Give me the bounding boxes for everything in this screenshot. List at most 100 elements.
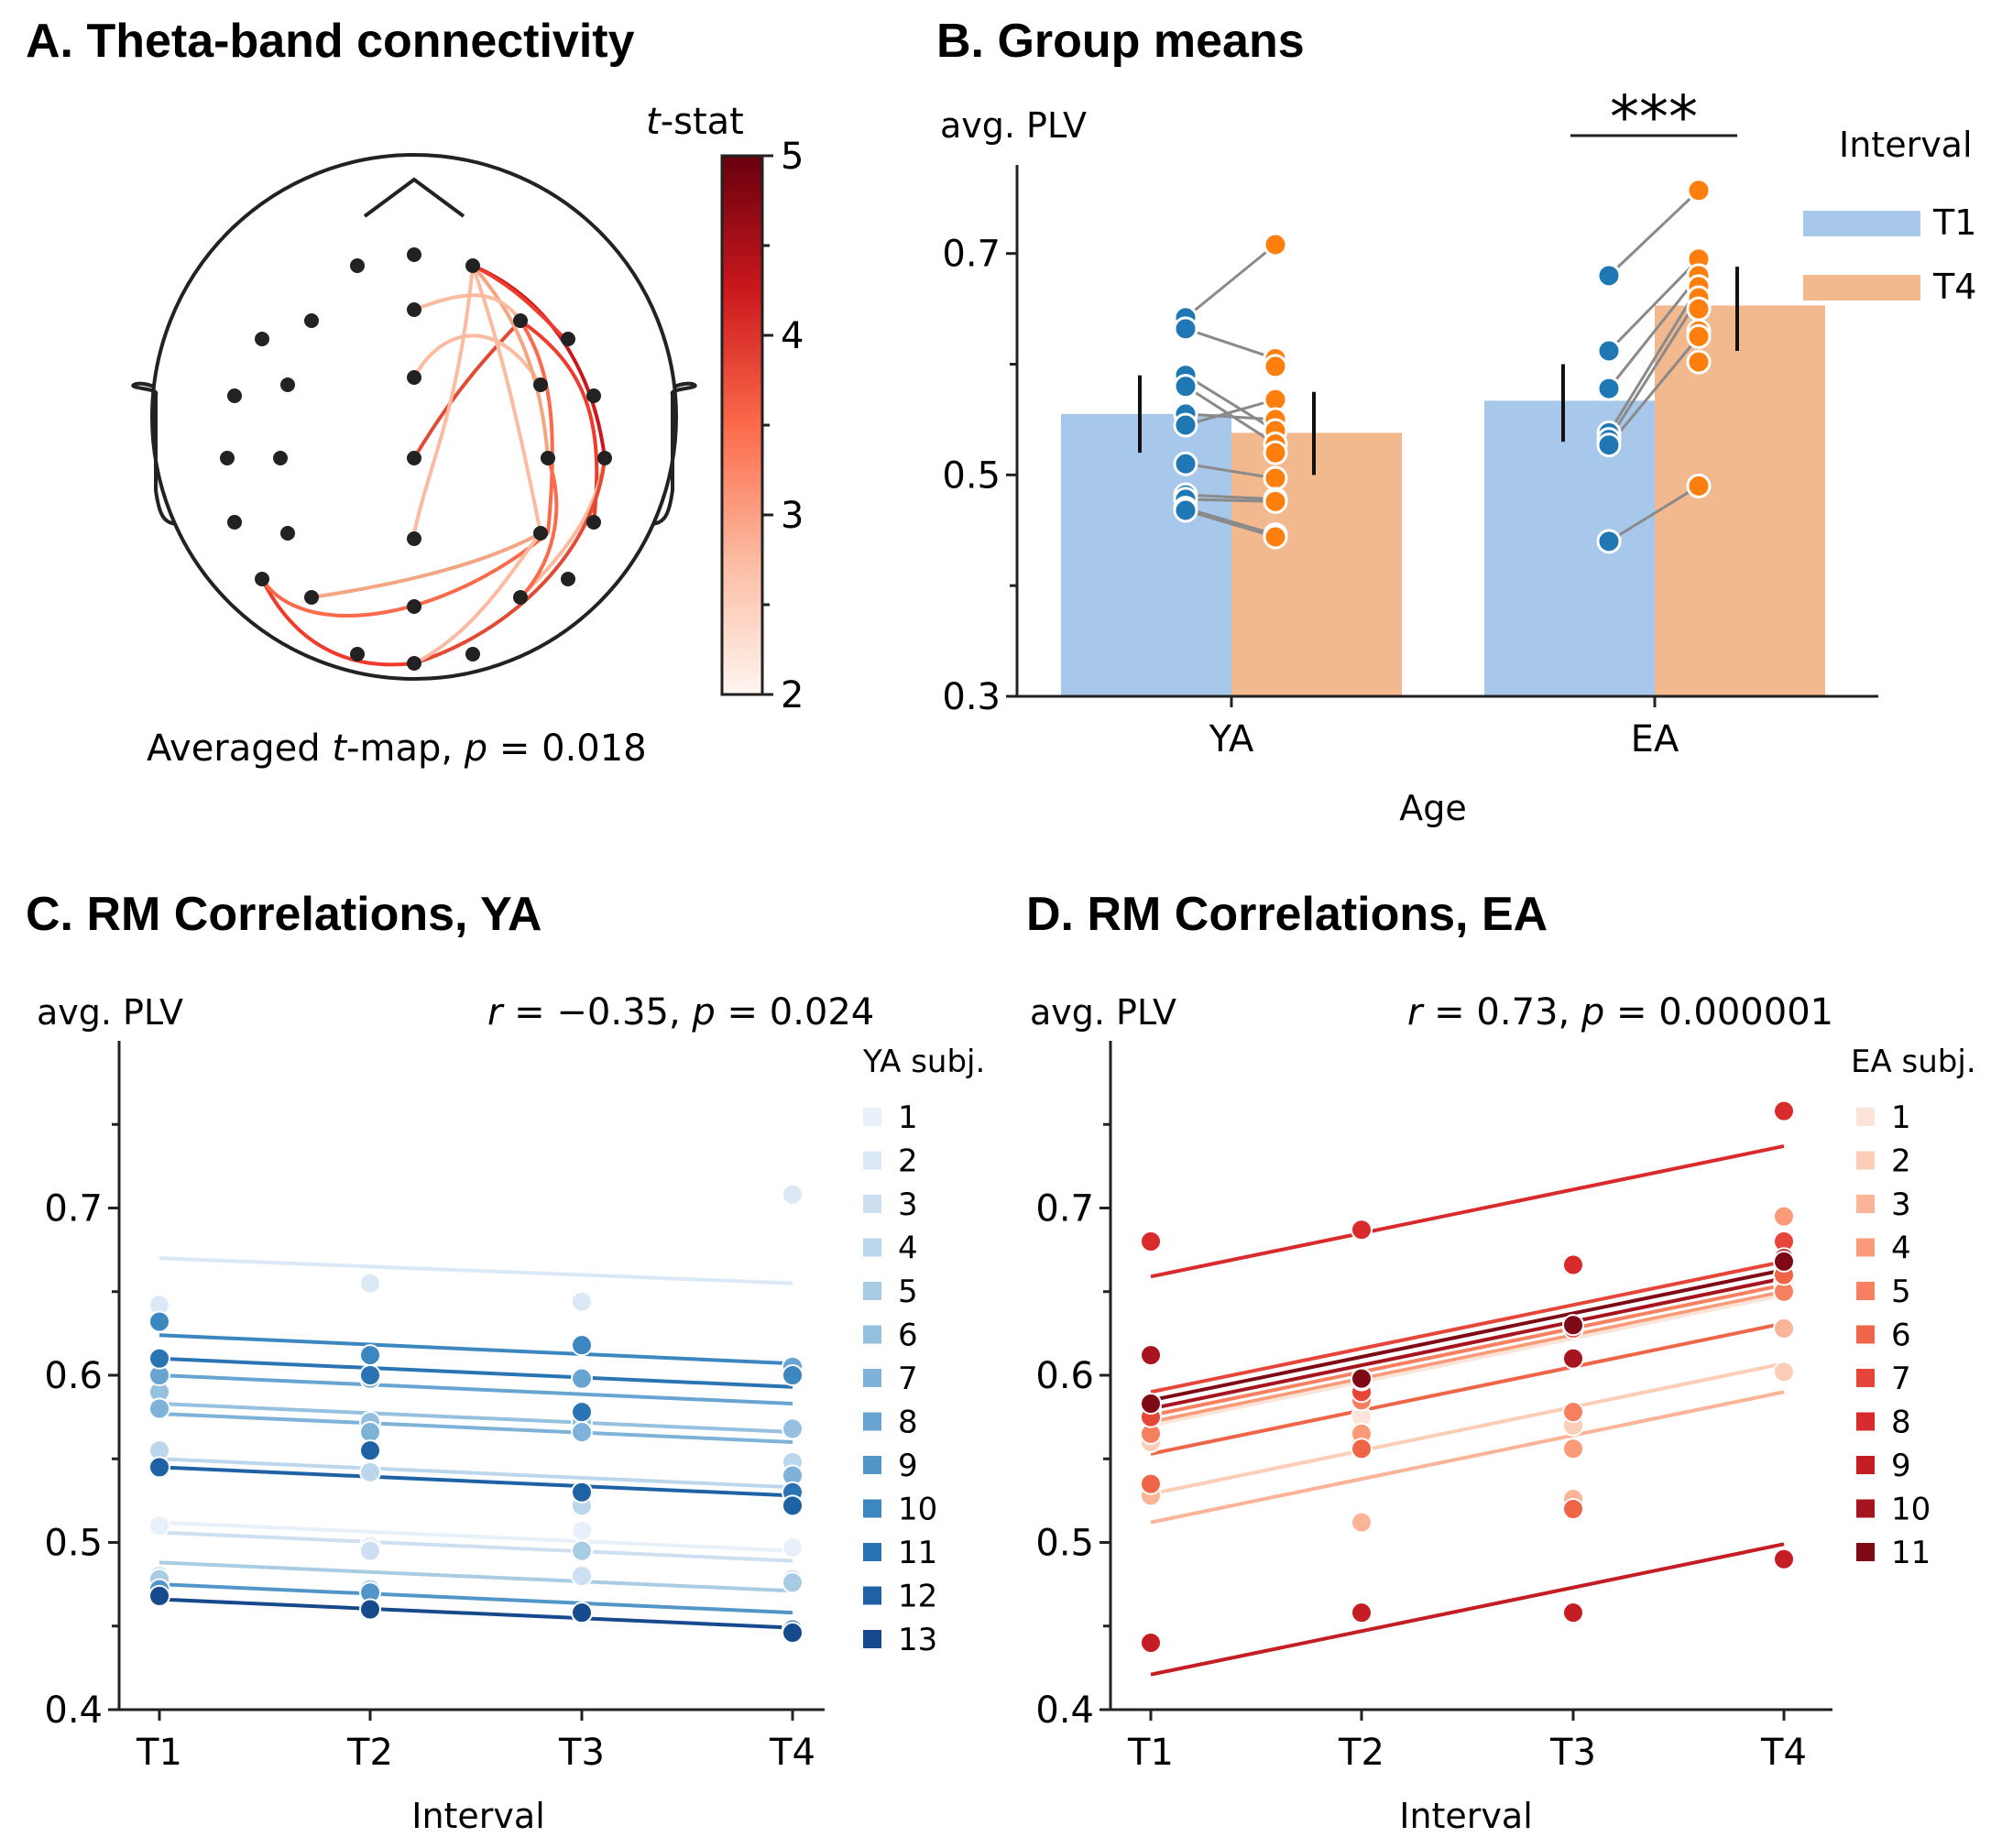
- legend-label: 3: [898, 1186, 918, 1223]
- legend-label: 7: [1891, 1361, 1911, 1397]
- subject-10-point: [571, 1334, 593, 1357]
- panel-d: D. RM Correlations, EA avg. PLV r = 0.73…: [1026, 888, 1976, 1836]
- subject-11-point: [1773, 1250, 1795, 1273]
- subject-2-point: [1773, 1361, 1795, 1383]
- significance-stars: ***: [1610, 84, 1698, 152]
- electrode-dot: [304, 313, 319, 328]
- y-tick-label: 0.5: [1035, 1523, 1094, 1565]
- legend-label: 2: [898, 1143, 918, 1180]
- legend-swatch: [1856, 1151, 1875, 1170]
- connection-line: [412, 319, 522, 460]
- legend-label: 8: [898, 1405, 918, 1441]
- x-tick-label: T3: [1549, 1732, 1596, 1774]
- legend-label: 5: [1891, 1274, 1911, 1310]
- legend-label: T4: [1932, 267, 1976, 307]
- y-tick-label: 0.4: [44, 1689, 103, 1732]
- legend-swatch: [863, 1456, 881, 1474]
- subject-4-point: [359, 1460, 381, 1483]
- regression-line: [1150, 1361, 1785, 1496]
- regression-line: [1150, 1542, 1785, 1677]
- legend-swatch: [863, 1412, 881, 1431]
- y-tick-label: 0.3: [942, 676, 1001, 718]
- subject-3-point: [571, 1565, 593, 1587]
- subject-8-point: [1140, 1230, 1162, 1252]
- legend-swatch: [863, 1151, 881, 1170]
- panel-d-plot: 0.7 0.6 0.5 0.4 T1 T2 T3 T4: [1035, 1041, 1832, 1774]
- legend-label: 6: [1891, 1318, 1911, 1354]
- legend-label: 1: [898, 1099, 918, 1136]
- legend-swatch: [863, 1195, 881, 1213]
- subject-1-point: [782, 1536, 804, 1558]
- subject-12-point: [571, 1481, 593, 1504]
- nose-shape: [363, 177, 465, 218]
- legend-swatch-t4: [1803, 275, 1920, 301]
- colorbar: t-stat 5 4 3 2: [646, 101, 804, 716]
- connection-line: [311, 531, 542, 599]
- regression-line: [159, 1582, 793, 1615]
- electrode-dot: [220, 451, 235, 465]
- electrode-dot: [561, 572, 575, 586]
- colorbar-tick-label: 2: [781, 674, 804, 716]
- legend-label: 6: [898, 1318, 918, 1354]
- connection-line: [471, 265, 542, 534]
- panel-c-plot: 0.7 0.6 0.5 0.4 T1 T2 T3 T4: [44, 1041, 825, 1774]
- subject-12-point: [148, 1456, 170, 1479]
- panel-d-title: D. RM Correlations, EA: [1026, 888, 1548, 941]
- legend-label: 11: [1891, 1535, 1931, 1571]
- subject-9-point: [1351, 1602, 1373, 1624]
- electrode-dot: [465, 258, 480, 273]
- connection-line: [260, 578, 415, 667]
- subject-7-point: [571, 1421, 593, 1444]
- connection-line: [260, 531, 550, 618]
- electrode-dot: [304, 590, 319, 605]
- right-ear-shape: [651, 381, 697, 526]
- x-tick-label: T1: [1127, 1732, 1174, 1774]
- subject-10-point: [359, 1344, 381, 1367]
- regression-line: [159, 1402, 793, 1435]
- pair-line: [1608, 485, 1700, 543]
- legend-swatch: [1856, 1412, 1875, 1431]
- electrode-dot: [273, 451, 288, 465]
- subject-8-point: [1773, 1099, 1795, 1122]
- legend-label: 10: [898, 1492, 937, 1528]
- connection-line: [412, 265, 475, 534]
- legend-swatch: [863, 1586, 881, 1605]
- regression-line: [159, 1560, 793, 1593]
- significance-marker: ***: [1570, 84, 1737, 152]
- legend-label: 10: [1891, 1492, 1931, 1528]
- x-tick-label: T2: [346, 1732, 393, 1774]
- subject-point: [1686, 349, 1712, 375]
- subject-4-point: [1773, 1205, 1795, 1228]
- subject-3-point: [1351, 1511, 1373, 1534]
- panel-d-stat: r = 0.73, p = 0.000001: [1407, 991, 1833, 1033]
- panel-b-title: B. Group means: [936, 15, 1305, 68]
- pair-line: [1185, 327, 1276, 360]
- regression-line: [159, 1373, 793, 1406]
- panel-a-caption: Averaged t-map, p = 0.018: [147, 727, 647, 770]
- legend-title: EA subj.: [1851, 1044, 1976, 1080]
- subject-8-point: [571, 1367, 593, 1390]
- subject-6-point: [1351, 1438, 1373, 1460]
- subject-3-point: [359, 1539, 381, 1562]
- panel-b-legend: Interval T1 T4: [1803, 125, 1976, 307]
- subject-point: [1596, 338, 1622, 364]
- y-tick-label: 0.6: [1035, 1355, 1094, 1397]
- electrode-dot: [541, 451, 555, 465]
- legend-swatch: [863, 1499, 881, 1518]
- regression-line: [1150, 1283, 1785, 1417]
- legend-label: 4: [898, 1230, 918, 1267]
- legend-swatch: [1856, 1543, 1875, 1561]
- x-tick-label: T2: [1338, 1732, 1384, 1774]
- subject-10-point: [782, 1364, 804, 1386]
- y-tick-label: 0.7: [942, 234, 1001, 276]
- regression-line: [159, 1457, 793, 1490]
- legend-label: 1: [1891, 1099, 1911, 1136]
- pair-line: [1185, 493, 1276, 501]
- regression-line: [1150, 1289, 1785, 1425]
- subject-9-point: [1140, 1632, 1162, 1654]
- pair-line: [1607, 297, 1701, 441]
- subject-point: [1263, 440, 1288, 465]
- colorbar-label: t-stat: [646, 101, 744, 143]
- connection-line: [413, 457, 607, 665]
- subject-point: [1686, 323, 1712, 349]
